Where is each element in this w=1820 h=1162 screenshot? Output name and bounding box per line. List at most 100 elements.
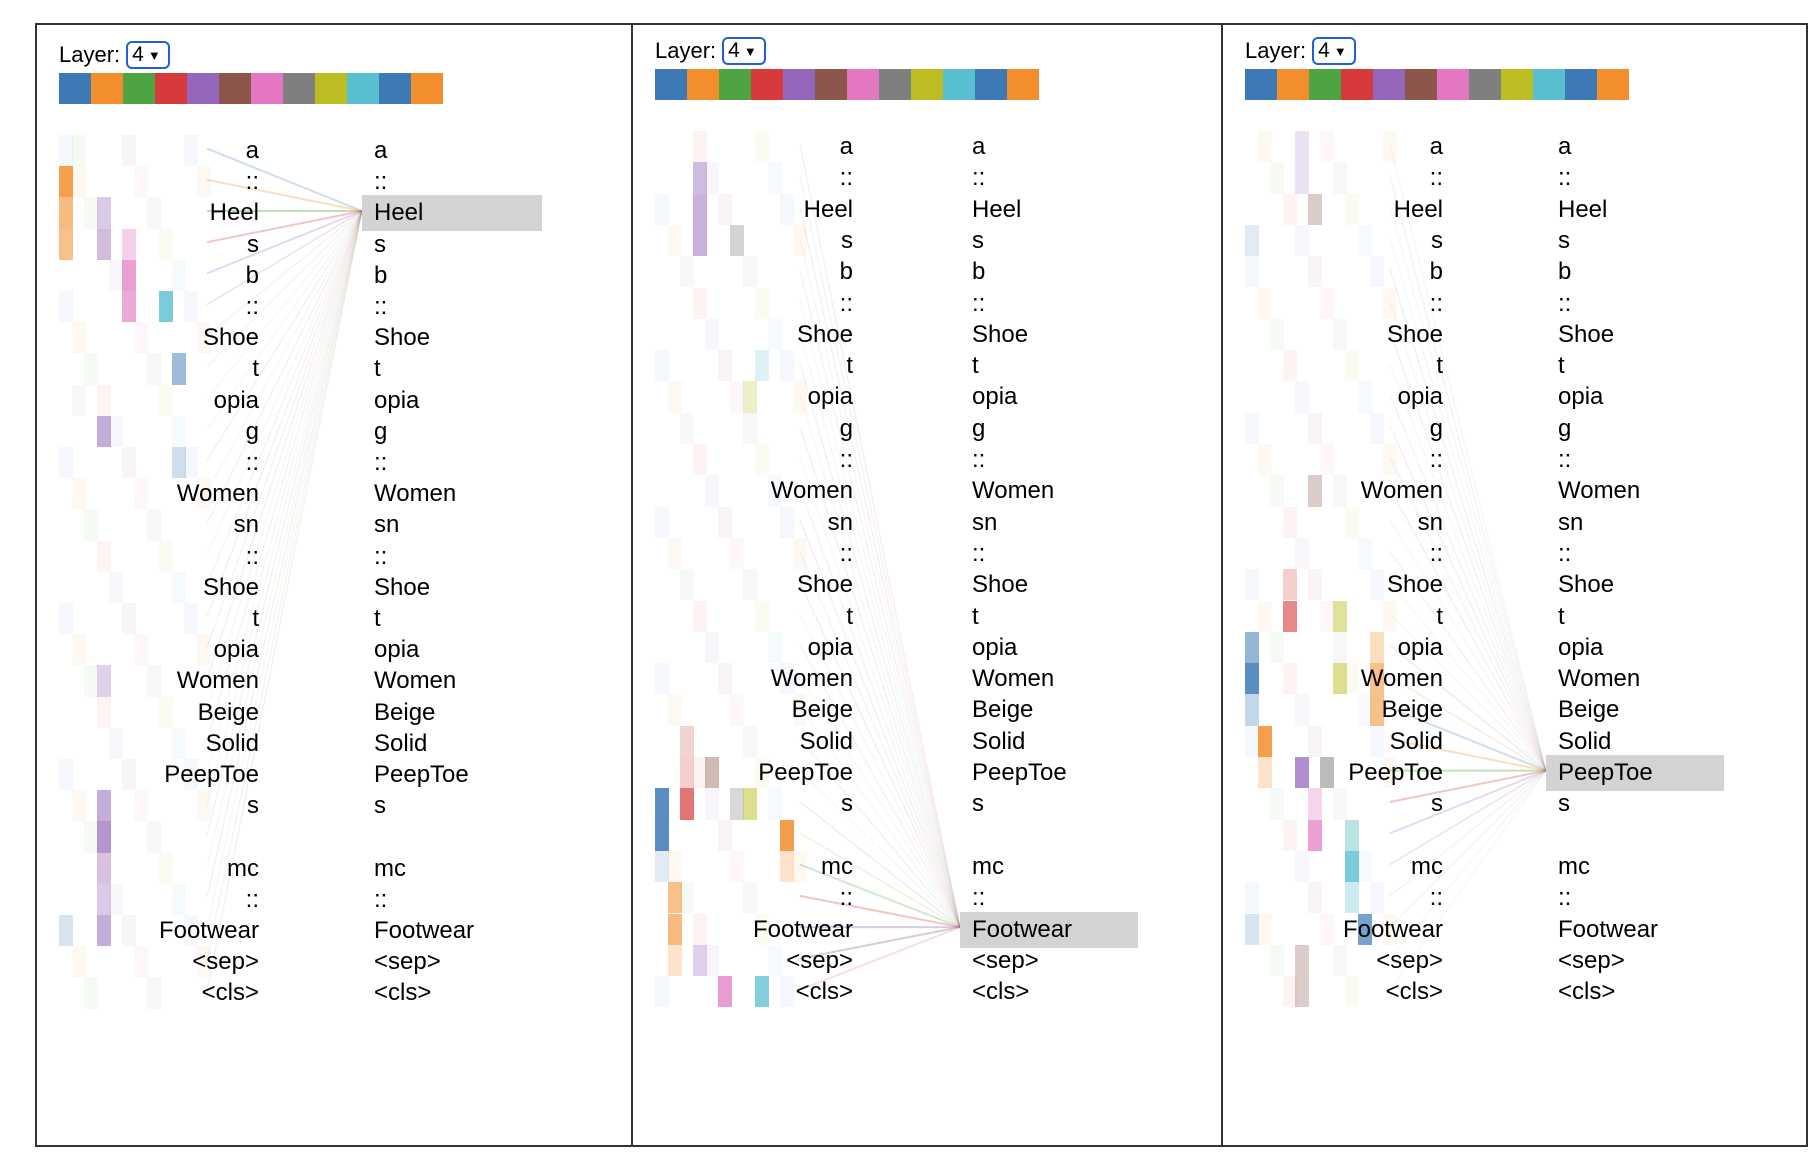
- target-token[interactable]: t: [374, 605, 381, 632]
- target-token[interactable]: ::: [374, 449, 388, 476]
- head-swatch[interactable]: [1341, 69, 1373, 100]
- source-token[interactable]: s: [1431, 790, 1443, 818]
- head-swatch[interactable]: [283, 73, 315, 104]
- target-token[interactable]: Heel: [972, 195, 1022, 223]
- target-token[interactable]: mc: [1558, 852, 1590, 880]
- head-swatch[interactable]: [155, 73, 187, 104]
- target-token[interactable]: opia: [972, 633, 1018, 661]
- selected-target-token[interactable]: Heel: [362, 195, 542, 232]
- source-token[interactable]: sn: [827, 508, 853, 536]
- target-token[interactable]: a: [1558, 133, 1572, 160]
- source-token[interactable]: Shoe: [1386, 320, 1443, 348]
- source-token[interactable]: opia: [1397, 633, 1443, 661]
- target-token[interactable]: sn: [1558, 508, 1584, 536]
- target-token[interactable]: ::: [972, 884, 986, 912]
- source-token[interactable]: <sep>: [192, 948, 259, 976]
- head-swatch[interactable]: [847, 69, 879, 100]
- target-token[interactable]: Footwear: [1558, 915, 1659, 943]
- target-token[interactable]: Solid: [1558, 727, 1612, 755]
- head-swatch[interactable]: [655, 69, 687, 100]
- target-token[interactable]: Women: [972, 665, 1055, 693]
- target-token[interactable]: Women: [374, 480, 457, 508]
- target-token[interactable]: ::: [972, 446, 986, 473]
- target-token[interactable]: a: [374, 137, 388, 164]
- source-token[interactable]: Solid: [1389, 727, 1443, 755]
- target-token[interactable]: Shoe: [972, 320, 1029, 348]
- head-swatch[interactable]: [975, 69, 1007, 100]
- target-token[interactable]: Heel: [1558, 195, 1608, 223]
- target-token[interactable]: s: [374, 792, 386, 820]
- head-swatch[interactable]: [59, 73, 91, 104]
- target-token[interactable]: PeepToe: [972, 759, 1067, 786]
- target-token[interactable]: t: [1558, 602, 1565, 630]
- source-token[interactable]: opia: [213, 386, 259, 414]
- target-token[interactable]: ::: [374, 168, 388, 196]
- source-token[interactable]: t: [252, 355, 259, 383]
- selected-target-token[interactable]: PeepToe: [1546, 755, 1724, 791]
- target-token[interactable]: ::: [374, 885, 388, 913]
- head-swatch[interactable]: [251, 73, 283, 104]
- target-token[interactable]: Shoe: [1558, 571, 1615, 599]
- source-token[interactable]: t: [1436, 352, 1443, 380]
- head-swatch[interactable]: [123, 73, 155, 104]
- layer-select[interactable]: 4 ▼: [1312, 37, 1357, 65]
- target-token[interactable]: g: [972, 414, 986, 442]
- target-token[interactable]: <sep>: [972, 946, 1039, 974]
- target-token[interactable]: ::: [972, 164, 986, 192]
- source-token[interactable]: PeepToe: [758, 759, 853, 786]
- head-swatch[interactable]: [1405, 69, 1437, 100]
- target-token[interactable]: opia: [1558, 383, 1604, 411]
- target-token[interactable]: sn: [374, 511, 400, 539]
- source-token[interactable]: Heel: [803, 195, 853, 223]
- source-token[interactable]: a: [839, 133, 853, 160]
- source-token[interactable]: s: [247, 230, 259, 258]
- head-swatch[interactable]: [91, 73, 123, 104]
- target-token[interactable]: ::: [1558, 446, 1572, 473]
- source-token[interactable]: g: [245, 417, 259, 445]
- source-token[interactable]: <cls>: [795, 978, 853, 1006]
- source-token[interactable]: b: [1429, 258, 1443, 286]
- source-token[interactable]: ::: [245, 168, 259, 196]
- head-swatch[interactable]: [1501, 69, 1533, 100]
- target-token[interactable]: Beige: [972, 696, 1034, 724]
- source-token[interactable]: ::: [245, 293, 259, 320]
- head-swatch[interactable]: [187, 73, 219, 104]
- head-swatch[interactable]: [1469, 69, 1501, 100]
- target-token[interactable]: b: [1558, 258, 1572, 286]
- target-token[interactable]: s: [972, 226, 984, 254]
- head-swatch[interactable]: [1533, 69, 1565, 100]
- target-token[interactable]: Shoe: [1558, 320, 1615, 348]
- head-swatch[interactable]: [411, 73, 443, 104]
- head-swatch[interactable]: [687, 69, 719, 100]
- target-token[interactable]: ::: [1558, 884, 1572, 912]
- target-token[interactable]: <sep>: [374, 948, 441, 976]
- target-token[interactable]: s: [972, 790, 984, 818]
- target-token[interactable]: a: [972, 133, 986, 160]
- head-swatch[interactable]: [1309, 69, 1341, 100]
- target-token[interactable]: opia: [1558, 633, 1604, 661]
- source-token[interactable]: PeepToe: [164, 761, 259, 788]
- source-token[interactable]: Shoe: [202, 324, 259, 352]
- source-token[interactable]: opia: [807, 383, 853, 411]
- head-swatch[interactable]: [815, 69, 847, 100]
- target-token[interactable]: Beige: [374, 698, 436, 726]
- target-token[interactable]: Solid: [374, 729, 428, 757]
- target-token[interactable]: Shoe: [374, 573, 431, 601]
- target-token[interactable]: t: [972, 352, 979, 380]
- target-token[interactable]: g: [1558, 414, 1572, 442]
- target-token[interactable]: ::: [1558, 289, 1572, 317]
- source-token[interactable]: a: [1429, 133, 1443, 160]
- source-token[interactable]: Footwear: [752, 915, 853, 943]
- source-token[interactable]: Beige: [791, 696, 853, 724]
- head-swatch[interactable]: [879, 69, 911, 100]
- source-token[interactable]: t: [846, 602, 853, 630]
- source-token[interactable]: Shoe: [202, 573, 259, 601]
- source-token[interactable]: ::: [1429, 884, 1443, 912]
- source-token[interactable]: Shoe: [796, 571, 853, 599]
- source-token[interactable]: <cls>: [1385, 978, 1443, 1006]
- source-token[interactable]: mc: [821, 852, 853, 880]
- source-token[interactable]: s: [841, 226, 853, 254]
- source-token[interactable]: ::: [1429, 539, 1443, 567]
- head-swatch[interactable]: [1007, 69, 1039, 100]
- source-token[interactable]: ::: [245, 542, 259, 570]
